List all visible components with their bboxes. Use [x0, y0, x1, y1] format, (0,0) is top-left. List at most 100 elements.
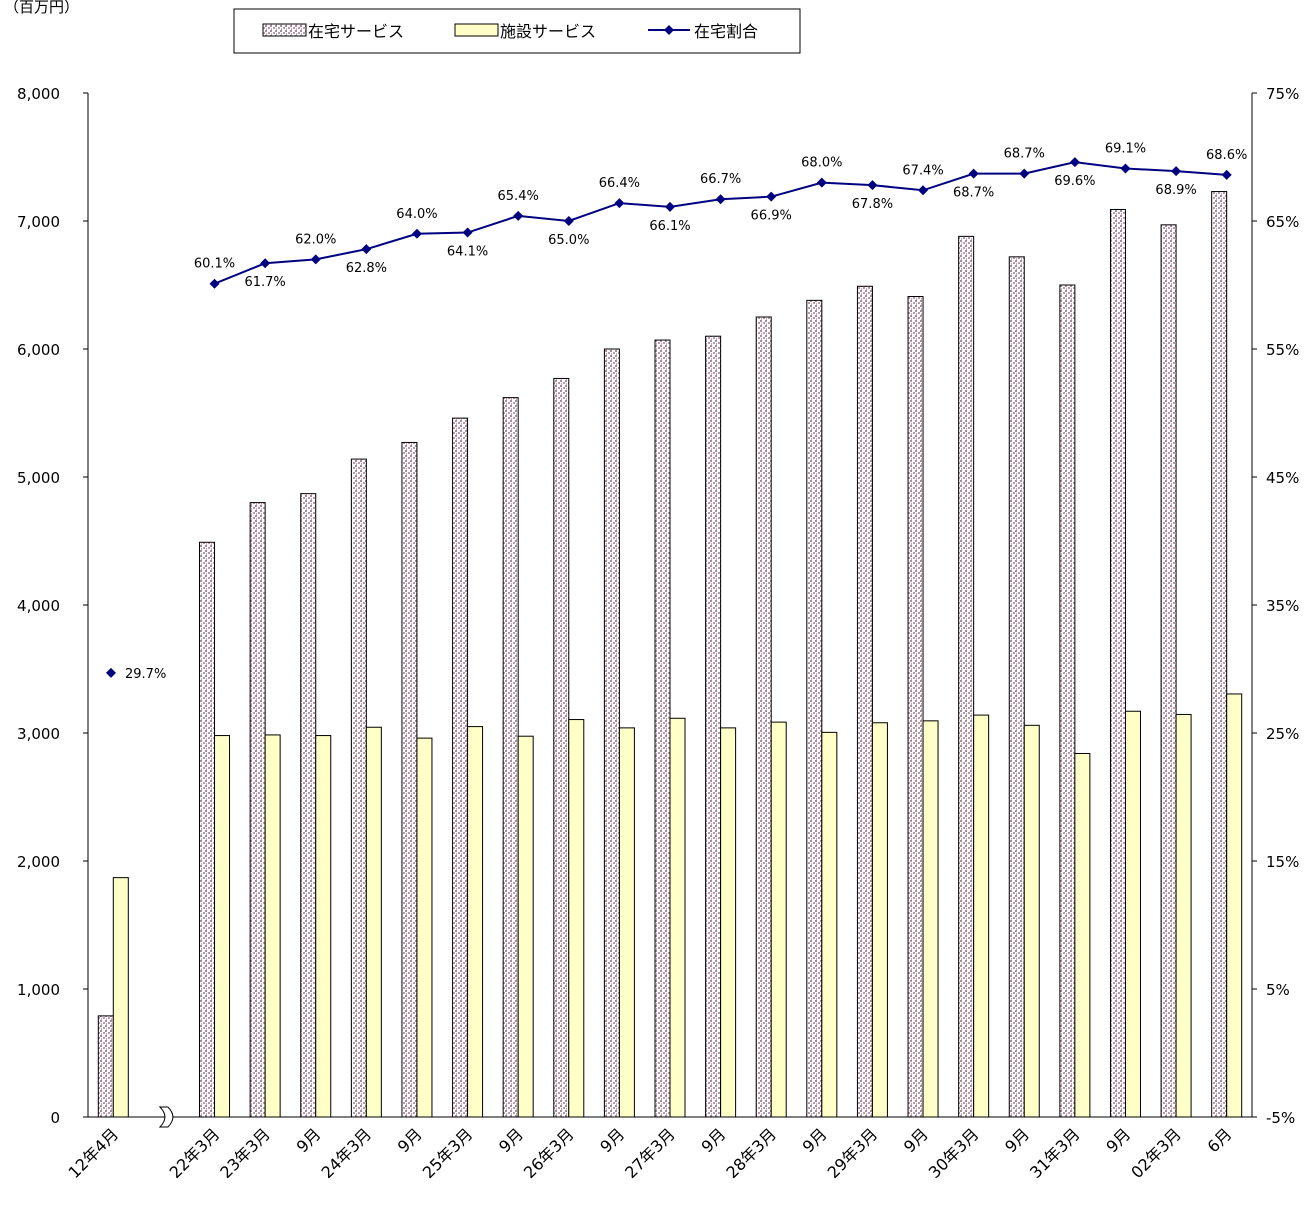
legend-label-ratio: 在宅割合: [694, 22, 758, 41]
marker-home-ratio: [816, 177, 827, 188]
x-tick-label: 9月: [1102, 1124, 1134, 1156]
marker-home-ratio: [1171, 166, 1182, 177]
legend-label-home: 在宅サービス: [308, 22, 404, 41]
bar-facility-service: [1074, 752, 1091, 1118]
bar-home-service: [1160, 224, 1177, 1118]
y-tick-label: 8,000: [17, 85, 60, 103]
data-label-home-ratio: 64.0%: [396, 207, 437, 222]
data-label-home-ratio: 65.4%: [498, 189, 539, 204]
bar-facility-service: [821, 731, 838, 1118]
legend-marker-ratio: [664, 25, 674, 35]
bar-facility-service: [467, 726, 484, 1118]
data-label-home-ratio: 66.9%: [751, 209, 792, 224]
x-tick-label: 9月: [596, 1124, 628, 1156]
bar-facility-service: [214, 735, 231, 1118]
bar-home-service: [350, 458, 367, 1118]
data-label-home-ratio: 68.6%: [1206, 148, 1247, 163]
marker-home-ratio: [715, 194, 726, 205]
data-label-home-ratio: 60.1%: [194, 257, 235, 272]
axis-break-symbol: [158, 1106, 174, 1128]
legend-swatch-facility: [454, 23, 499, 37]
bar-home-service: [452, 417, 469, 1118]
marker-home-ratio: [462, 227, 473, 238]
data-label-home-ratio: 66.7%: [700, 172, 741, 187]
bar-home-service: [97, 1015, 114, 1118]
bar-facility-service: [315, 735, 332, 1118]
bar-home-service: [401, 441, 418, 1118]
data-label-home-ratio: 68.9%: [1155, 183, 1196, 198]
marker-home-ratio: [411, 228, 422, 239]
bar-home-service: [1008, 256, 1025, 1118]
data-label-home-ratio: 66.1%: [649, 219, 690, 234]
marker-home-ratio: [106, 667, 116, 678]
bar-home-service: [806, 299, 823, 1118]
bar-facility-service: [568, 719, 585, 1118]
x-tick-label: 9月: [900, 1124, 932, 1156]
y-tick-label: 2,000: [17, 853, 60, 871]
y2-tick-label: 35%: [1266, 597, 1299, 615]
marker-home-ratio: [361, 244, 372, 255]
x-tick-label: 02年3月: [1127, 1124, 1185, 1182]
marker-home-ratio: [867, 180, 878, 191]
bar-facility-service: [922, 720, 939, 1118]
marker-home-ratio: [665, 201, 675, 212]
y-tick-label: 4,000: [17, 597, 60, 615]
x-tick-label: 6月: [1204, 1124, 1236, 1156]
bar-facility-service: [669, 717, 686, 1118]
bar-home-service: [1059, 284, 1076, 1118]
y2-tick-label: 5%: [1266, 981, 1290, 999]
bar-facility-service: [112, 877, 129, 1118]
marker-home-ratio: [766, 191, 777, 202]
x-tick-label: 9月: [1001, 1124, 1033, 1156]
bar-home-service: [907, 296, 924, 1118]
legend-swatch-home: [262, 23, 307, 37]
x-tick-label: 22年3月: [166, 1124, 224, 1182]
x-tick-label: 27年3月: [621, 1124, 679, 1182]
marker-home-ratio: [968, 168, 979, 179]
x-tick-label: 9月: [394, 1124, 426, 1156]
y-tick-label: 0: [50, 1109, 60, 1127]
x-tick-label: 9月: [495, 1124, 527, 1156]
y-tick-label: 3,000: [17, 725, 60, 743]
data-label-home-ratio: 64.1%: [447, 245, 488, 260]
bar-facility-service: [1175, 713, 1192, 1118]
x-tick-label: 9月: [799, 1124, 831, 1156]
legend-frame: [233, 8, 801, 54]
marker-home-ratio: [1069, 157, 1080, 168]
data-label-home-ratio: 69.1%: [1105, 142, 1146, 157]
bar-home-service: [603, 348, 620, 1118]
marker-home-ratio: [563, 216, 574, 226]
data-label-home-ratio: 66.4%: [599, 176, 640, 191]
y2-tick-label: 15%: [1266, 853, 1299, 871]
marker-home-ratio: [918, 185, 929, 196]
legend: 在宅サービス 施設サービス 在宅割合: [233, 8, 801, 54]
bar-home-service: [502, 397, 519, 1118]
bar-home-service: [1109, 208, 1126, 1118]
x-tick-label: 28年3月: [722, 1124, 780, 1182]
bar-home-service: [553, 377, 570, 1118]
data-label-home-ratio: 67.4%: [902, 163, 943, 178]
bar-facility-service: [871, 722, 888, 1118]
marker-home-ratio: [260, 258, 271, 269]
marker-home-ratio: [209, 278, 220, 289]
x-tick-label: 31年3月: [1026, 1124, 1084, 1182]
marker-home-ratio: [1019, 168, 1030, 179]
y2-tick-label: 45%: [1266, 469, 1299, 487]
data-label-home-ratio: 61.7%: [244, 275, 285, 290]
data-label-home-ratio: 62.8%: [346, 261, 387, 276]
y-tick-label: 1,000: [17, 981, 60, 999]
y2-tick-label: 55%: [1266, 341, 1299, 359]
bar-home-service: [705, 335, 722, 1118]
bar-home-service: [300, 493, 317, 1118]
bar-home-service: [958, 235, 975, 1118]
marker-home-ratio: [1221, 169, 1232, 180]
legend-label-facility: 施設サービス: [500, 22, 596, 41]
bar-facility-service: [720, 727, 737, 1118]
bar-facility-service: [770, 721, 787, 1118]
bar-facility-service: [618, 727, 635, 1118]
y-axis-unit-label: （百万円）: [4, 0, 79, 16]
y2-tick-label: -5%: [1266, 1109, 1295, 1127]
x-tick-label: 23年3月: [216, 1124, 274, 1182]
y2-tick-label: 25%: [1266, 725, 1299, 743]
